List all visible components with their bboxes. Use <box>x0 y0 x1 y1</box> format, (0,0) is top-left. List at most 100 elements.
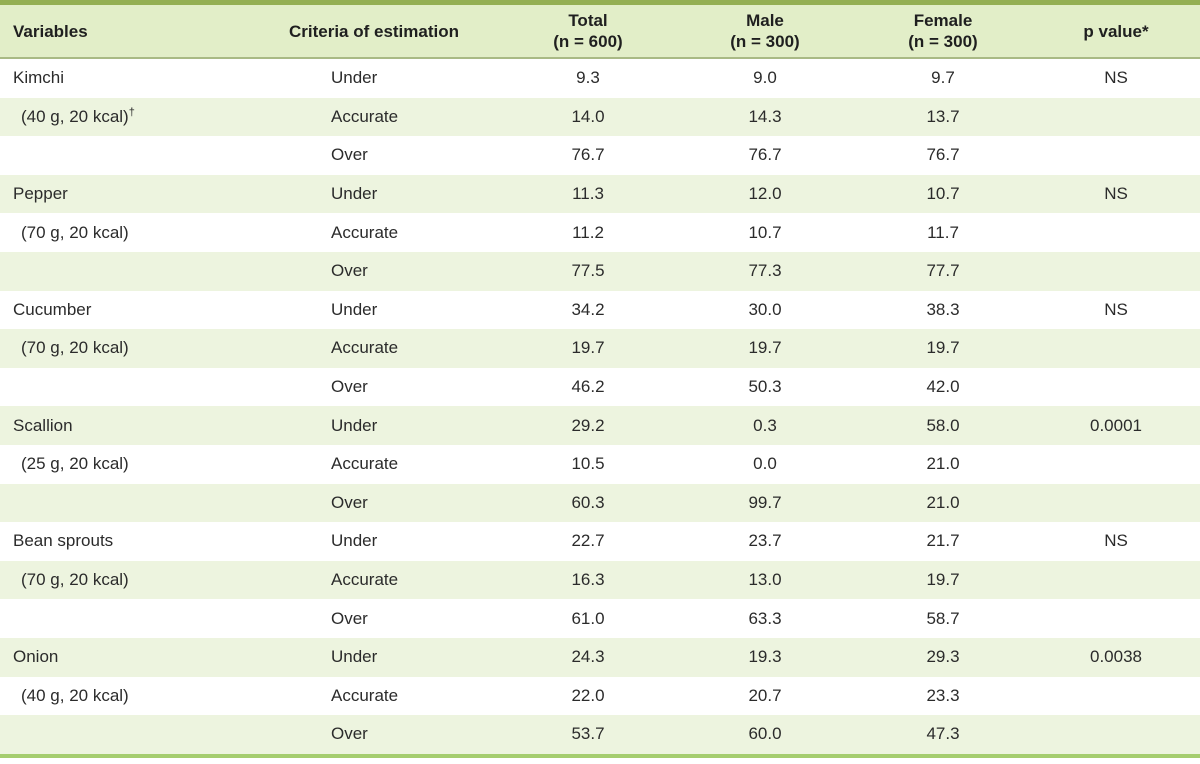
female-cell: 42.0 <box>854 367 1032 407</box>
table-row: Over 60.3 99.7 21.0 <box>0 483 1200 523</box>
criteria-cell: Accurate <box>248 97 500 137</box>
criteria-cell: Under <box>248 174 500 214</box>
pvalue-cell <box>1032 444 1200 484</box>
criteria-cell: Under <box>248 522 500 561</box>
total-cell: 11.3 <box>500 174 676 214</box>
total-cell: 46.2 <box>500 367 676 407</box>
variable-cell <box>0 251 248 291</box>
table-row: (40 g, 20 kcal) Accurate 22.0 20.7 23.3 <box>0 676 1200 716</box>
criteria-cell: Under <box>248 637 500 677</box>
total-cell: 24.3 <box>500 637 676 677</box>
male-cell: 63.3 <box>676 599 854 638</box>
total-cell: 22.0 <box>500 676 676 716</box>
table-row: Over 76.7 76.7 76.7 <box>0 136 1200 175</box>
male-cell: 13.0 <box>676 560 854 600</box>
table-row: Over 53.7 60.0 47.3 <box>0 715 1200 754</box>
data-table: Variables Criteria of estimation Total (… <box>0 5 1200 754</box>
pvalue-cell <box>1032 483 1200 523</box>
total-cell: 60.3 <box>500 483 676 523</box>
pvalue-cell: NS <box>1032 290 1200 330</box>
criteria-cell: Over <box>248 715 500 754</box>
variable-cell: Kimchi <box>0 58 248 98</box>
variable-cell: Bean sprouts <box>0 522 248 561</box>
pvalue-cell: 0.0038 <box>1032 637 1200 677</box>
total-cell: 22.7 <box>500 522 676 561</box>
pvalue-cell: NS <box>1032 58 1200 98</box>
portion-text: (40 g, 20 kcal) <box>21 106 129 126</box>
criteria-cell: Under <box>248 406 500 445</box>
total-cell: 16.3 <box>500 560 676 600</box>
portion-text: (40 g, 20 kcal) <box>21 685 129 705</box>
female-cell: 76.7 <box>854 136 1032 175</box>
total-cell: 14.0 <box>500 97 676 137</box>
criteria-cell: Accurate <box>248 329 500 368</box>
criteria-cell: Over <box>248 136 500 175</box>
col-header-pvalue: p value* <box>1032 5 1200 59</box>
col-header-male: Male (n = 300) <box>676 5 854 59</box>
col-header-variables: Variables <box>0 5 248 59</box>
criteria-cell: Accurate <box>248 444 500 484</box>
male-cell: 12.0 <box>676 174 854 214</box>
pvalue-cell <box>1032 715 1200 754</box>
pvalue-cell <box>1032 329 1200 368</box>
variable-cell <box>0 367 248 407</box>
total-cell: 19.7 <box>500 329 676 368</box>
portion-text: (70 g, 20 kcal) <box>21 570 129 590</box>
female-cell: 10.7 <box>854 174 1032 214</box>
female-cell: 9.7 <box>854 58 1032 98</box>
col-header-criteria: Criteria of estimation <box>248 5 500 59</box>
variable-cell <box>0 599 248 638</box>
female-cell: 58.0 <box>854 406 1032 445</box>
portion-text: (70 g, 20 kcal) <box>21 222 129 242</box>
portion-text: (70 g, 20 kcal) <box>21 338 129 358</box>
male-cell: 23.7 <box>676 522 854 561</box>
female-cell: 21.0 <box>854 483 1032 523</box>
variable-cell: Cucumber <box>0 290 248 330</box>
total-cell: 29.2 <box>500 406 676 445</box>
criteria-cell: Accurate <box>248 213 500 252</box>
col-header-male-n: (n = 300) <box>730 32 800 51</box>
male-cell: 76.7 <box>676 136 854 175</box>
col-header-female-n: (n = 300) <box>908 32 978 51</box>
criteria-cell: Over <box>248 599 500 638</box>
variable-cell <box>0 715 248 754</box>
female-cell: 13.7 <box>854 97 1032 137</box>
pvalue-cell: 0.0001 <box>1032 406 1200 445</box>
portion-text: (25 g, 20 kcal) <box>21 454 129 474</box>
col-header-female-label: Female <box>913 11 973 30</box>
table-row: Cucumber Under 34.2 30.0 38.3 NS <box>0 290 1200 330</box>
male-cell: 30.0 <box>676 290 854 330</box>
pvalue-cell <box>1032 676 1200 716</box>
col-header-female: Female (n = 300) <box>854 5 1032 59</box>
total-cell: 76.7 <box>500 136 676 175</box>
criteria-cell: Over <box>248 367 500 407</box>
variable-cell <box>0 483 248 523</box>
male-cell: 77.3 <box>676 251 854 291</box>
table-row: Kimchi Under 9.3 9.0 9.7 NS <box>0 58 1200 98</box>
variable-cell: Onion <box>0 637 248 677</box>
total-cell: 77.5 <box>500 251 676 291</box>
variable-cell: Pepper <box>0 174 248 214</box>
total-cell: 61.0 <box>500 599 676 638</box>
pvalue-cell <box>1032 560 1200 600</box>
table-row: Over 46.2 50.3 42.0 <box>0 367 1200 407</box>
male-cell: 0.3 <box>676 406 854 445</box>
female-cell: 29.3 <box>854 637 1032 677</box>
total-cell: 11.2 <box>500 213 676 252</box>
col-header-total: Total (n = 600) <box>500 5 676 59</box>
table-row: Scallion Under 29.2 0.3 58.0 0.0001 <box>0 406 1200 445</box>
col-header-male-label: Male <box>746 11 784 30</box>
table-row: Onion Under 24.3 19.3 29.3 0.0038 <box>0 637 1200 677</box>
total-cell: 10.5 <box>500 444 676 484</box>
table-row: Over 77.5 77.3 77.7 <box>0 251 1200 291</box>
criteria-cell: Under <box>248 58 500 98</box>
pvalue-cell: NS <box>1032 174 1200 214</box>
variable-cell: Scallion <box>0 406 248 445</box>
pvalue-cell <box>1032 367 1200 407</box>
table-row: (70 g, 20 kcal) Accurate 19.7 19.7 19.7 <box>0 329 1200 368</box>
pvalue-cell <box>1032 251 1200 291</box>
pvalue-cell <box>1032 213 1200 252</box>
female-cell: 47.3 <box>854 715 1032 754</box>
header-row: Variables Criteria of estimation Total (… <box>0 5 1200 59</box>
